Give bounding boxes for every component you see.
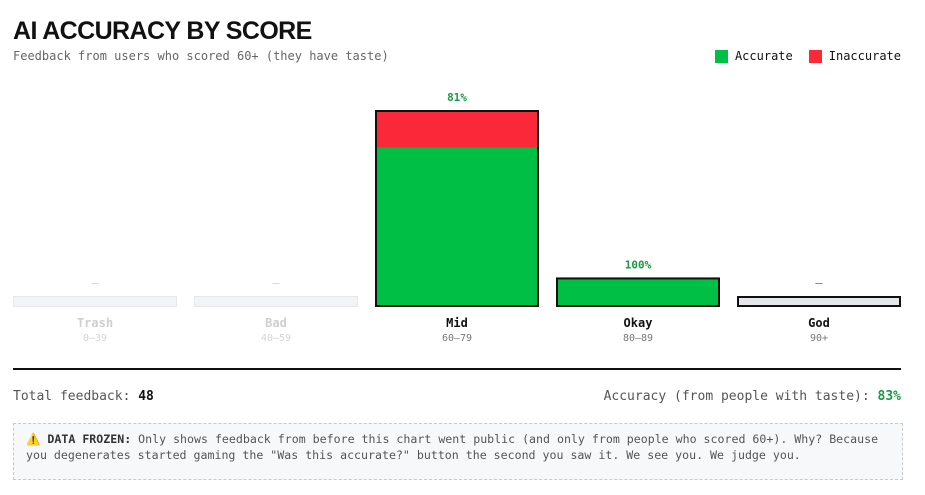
- pct-label-god: –: [815, 276, 823, 290]
- range-label-mid: 60–79: [442, 333, 472, 344]
- range-label-okay: 80–89: [623, 333, 653, 344]
- category-label-okay: Okay: [624, 316, 653, 330]
- pct-label-okay: 100%: [625, 258, 652, 271]
- bar-outline-okay: [556, 277, 720, 307]
- range-label-trash: 0–39: [83, 333, 107, 344]
- range-label-bad: 40–59: [261, 333, 291, 344]
- notice-heading: DATA FROZEN:: [47, 432, 132, 446]
- legend-item-inaccurate: Inaccurate: [808, 49, 901, 63]
- divider: [13, 368, 901, 370]
- bar-accurate-mid: [376, 147, 538, 306]
- pct-label-bad: –: [272, 276, 280, 290]
- category-label-bad: Bad: [265, 316, 287, 330]
- legend: Accurate Inaccurate: [699, 49, 901, 63]
- range-label-god: 90+: [810, 333, 828, 344]
- accuracy-summary: Accuracy (from people with taste): 83%: [604, 389, 901, 404]
- pct-label-mid: 81%: [447, 91, 467, 104]
- notice-text: Only shows feedback from before this cha…: [26, 432, 879, 462]
- accuracy-value: 83%: [877, 389, 901, 404]
- accuracy-label: Accuracy (from people with taste):: [603, 389, 870, 404]
- bar-empty-bad: [194, 296, 358, 307]
- category-label-god: God: [808, 316, 830, 330]
- chart-title: AI ACCURACY BY SCORE: [13, 17, 312, 45]
- legend-swatch-accurate: [714, 49, 728, 63]
- total-feedback: Total feedback: 48: [13, 389, 154, 404]
- bar-empty-god: [737, 296, 901, 307]
- legend-label-accurate: Accurate: [734, 49, 793, 63]
- legend-swatch-inaccurate: [808, 49, 822, 63]
- total-feedback-value: 48: [138, 389, 154, 404]
- total-feedback-label: Total feedback:: [13, 389, 131, 404]
- legend-item-accurate: Accurate: [714, 49, 793, 63]
- bar-inaccurate-mid: [376, 111, 538, 149]
- legend-label-inaccurate: Inaccurate: [828, 49, 901, 63]
- bar-accurate-okay: [557, 277, 719, 306]
- data-frozen-notice: ⚠️ DATA FROZEN: Only shows feedback from…: [13, 423, 903, 480]
- chart-subtitle: Feedback from users who scored 60+ (they…: [13, 49, 389, 63]
- bar-chart: – Trash 0–39 – Bad 40–59 81% Mid 60–79 100% Okay 80…: [13, 91, 901, 344]
- bar-empty-trash: [13, 296, 177, 307]
- pct-label-trash: –: [91, 276, 99, 290]
- bar-outline-mid: [375, 110, 539, 307]
- warning-icon: ⚠️: [26, 432, 41, 446]
- category-label-mid: Mid: [446, 316, 468, 330]
- category-label-trash: Trash: [77, 316, 113, 330]
